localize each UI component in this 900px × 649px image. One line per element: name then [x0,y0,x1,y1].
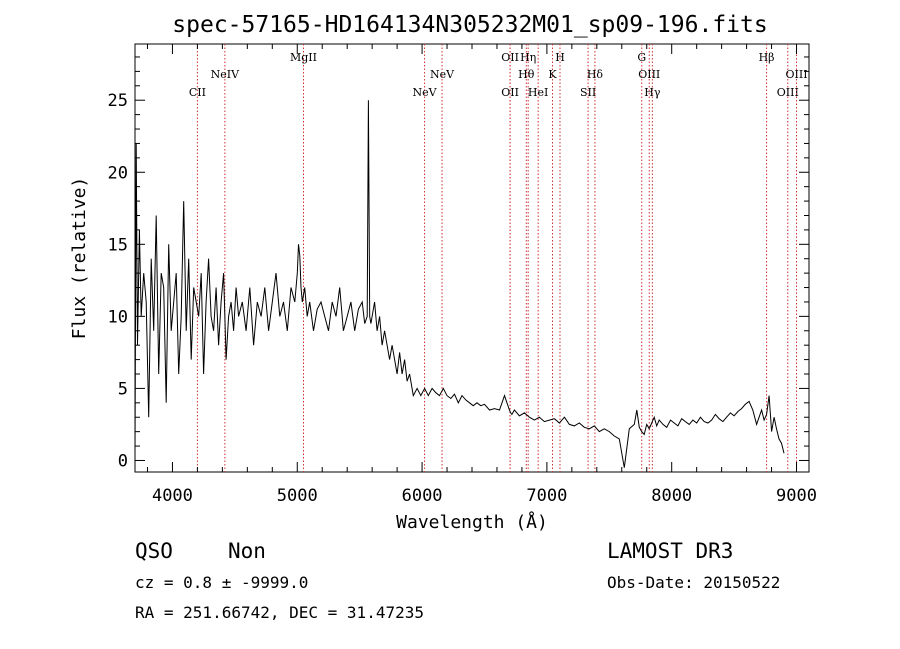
y-tick-label: 10 [108,307,128,327]
y-tick-label: 5 [118,379,128,399]
line-label: OIII [777,86,799,99]
line-label: G [637,51,646,64]
object-class: QSO [135,539,173,563]
x-tick-label: 4000 [152,486,193,506]
y-axis-label: Flux (relative) [69,177,90,340]
line-label: HeI [528,86,548,99]
line-label: Hη [520,51,536,64]
x-tick-label: 9000 [776,486,817,506]
coordinates: RA = 251.66742, DEC = 31.47235 [135,603,424,622]
line-label: OII [501,51,519,64]
spectrum-line [134,100,785,468]
y-tick-label: 0 [118,451,128,471]
object-subclass: Non [228,539,266,563]
x-tick-label: 6000 [402,486,443,506]
y-tick-label: 25 [108,91,128,111]
redshift-value: cz = 0.8 ± -9999.0 [135,573,308,592]
line-label: Hγ [644,86,661,99]
survey-name: LAMOST DR3 [607,539,733,563]
x-tick-label: 7000 [526,486,567,506]
line-label: NeV [430,68,455,81]
axis-ticks: 4000 5000 6000 7000 8000 9000 0 5 10 15 20 25 [108,44,817,506]
y-tick-label: 15 [108,235,128,255]
line-label: NeIV [211,68,240,81]
line-label: NeV [413,86,438,99]
line-label: K [548,68,557,81]
x-axis-label: Wavelength (Å) [396,511,548,533]
line-label: H [555,51,565,64]
line-label: Hδ [587,68,604,81]
line-label: SII [580,86,596,99]
line-label: Hθ [518,68,535,81]
plot-frame [134,43,810,473]
observation-date: Obs-Date: 20150522 [607,573,780,592]
line-label: MgII [290,51,317,64]
line-label: OIII [638,68,660,81]
x-tick-label: 5000 [277,486,318,506]
spectral-line-markers: CIINeIVMgIINeVNeVOIIOIIHηHθHeIKHSIIHδGOI… [189,44,808,472]
line-label: OII [501,86,519,99]
line-label: CII [189,86,206,99]
line-label: Hβ [759,51,775,64]
line-label: OIII [785,68,807,81]
y-tick-label: 20 [108,163,128,183]
x-tick-label: 8000 [651,486,692,506]
chart-title: spec-57165-HD164134N305232M01_sp09-196.f… [172,12,767,38]
